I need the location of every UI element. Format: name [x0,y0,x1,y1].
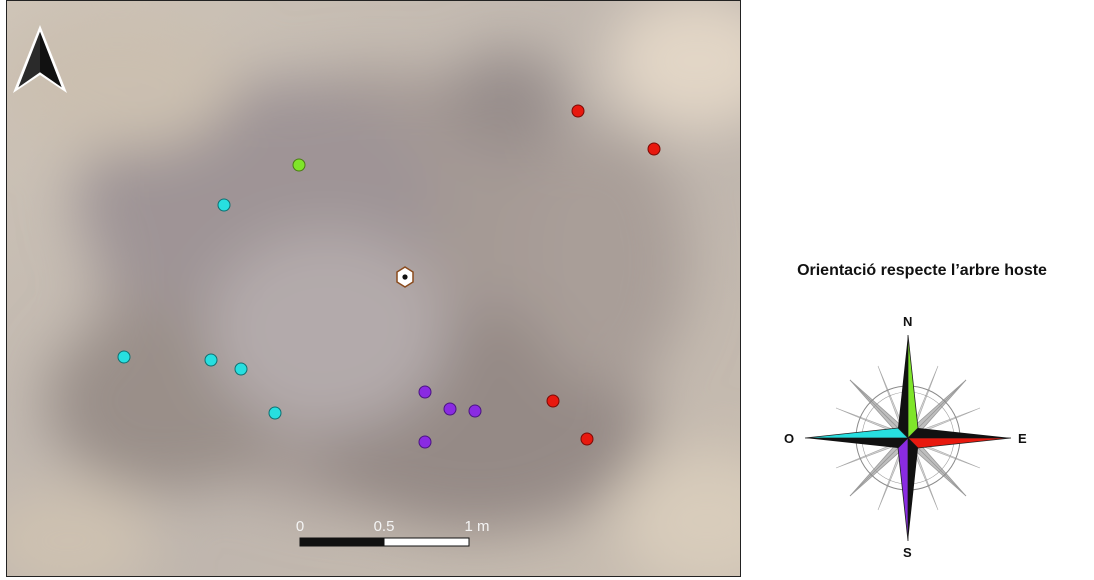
scale-label-0: 0 [296,518,304,535]
compass-rose: N E S O [778,312,1038,574]
sample-point-south [443,402,457,416]
sample-point-west [204,353,218,367]
sample-point-south [468,404,482,418]
legend-title: Orientació respecte l’arbre hoste [797,262,1047,279]
compass-label-north: N [903,314,913,329]
sample-point-west [234,362,248,376]
north-arrow-icon [13,25,67,93]
sample-point-east [580,432,594,446]
hexagon-tree-icon[interactable] [396,266,414,288]
sample-point-south [418,385,432,399]
scale-label-mid: 0.5 [374,518,395,535]
scale-label-end: 1 m [464,518,489,535]
compass-label-east: E [1018,431,1027,446]
compass-label-west: O [784,431,795,446]
sample-point-east [546,394,560,408]
sample-points [117,104,661,449]
sample-point-north [292,158,306,172]
aerial-texture [7,1,740,576]
sample-point-west [217,198,231,212]
scale-bar: 0 0.5 1 m [296,518,490,547]
sample-point-east [647,142,661,156]
map-canvas[interactable]: 0 0.5 1 m [7,1,741,577]
compass-rose-icon [804,334,1012,542]
compass-label-south: S [903,545,912,560]
sample-point-east [571,104,585,118]
sample-point-west [268,406,282,420]
sample-point-west [117,350,131,364]
map-panel[interactable]: 0 0.5 1 m [6,0,741,577]
sample-point-south [418,435,432,449]
